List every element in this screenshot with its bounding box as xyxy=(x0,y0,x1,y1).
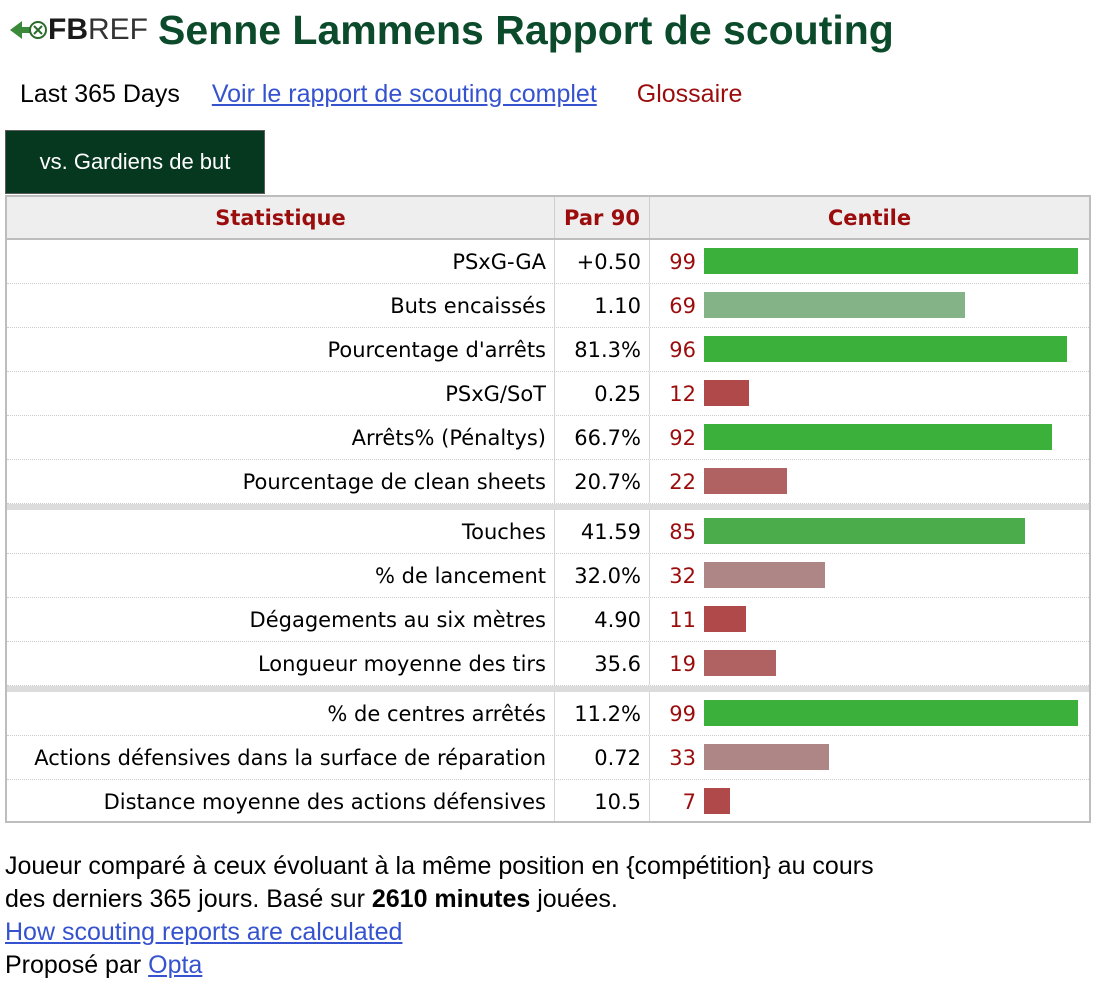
stat-name: Distance moyenne des actions défensives xyxy=(7,780,555,821)
column-header-percentile[interactable]: Centile xyxy=(827,205,912,230)
table-row: Buts encaissés 1.10 69 xyxy=(7,284,1089,328)
footer-line-2: des derniers 365 jours. Basé sur 2610 mi… xyxy=(5,883,1095,916)
percentile-bar xyxy=(704,650,776,676)
footer-line-4: Proposé par Opta xyxy=(5,949,1095,982)
stat-name: PSxG-GA xyxy=(7,240,555,283)
percentile-bar xyxy=(704,744,829,770)
how-calculated-link[interactable]: How scouting reports are calculated xyxy=(5,918,403,946)
stat-per90: 10.5 xyxy=(555,780,650,821)
stat-percentile: 12 xyxy=(669,381,696,406)
logo-fb-text: FB xyxy=(48,13,88,46)
table-row: Pourcentage d'arrêts 81.3% 96 xyxy=(7,328,1089,372)
percentile-bar xyxy=(704,700,1078,726)
stat-percentile: 92 xyxy=(669,425,696,450)
table-row: Dégagements au six mètres 4.90 11 xyxy=(7,598,1089,642)
stat-name: Buts encaissés xyxy=(7,284,555,327)
stat-name: Touches xyxy=(7,510,555,553)
column-header-statistic[interactable]: Statistique xyxy=(7,197,555,238)
tab-vs-goalkeepers[interactable]: vs. Gardiens de but xyxy=(5,130,265,194)
column-header-per90[interactable]: Par 90 xyxy=(555,197,650,238)
stat-percentile: 32 xyxy=(669,563,696,588)
table-row: PSxG/SoT 0.25 12 xyxy=(7,372,1089,416)
stat-name: % de lancement xyxy=(7,554,555,597)
table-row: % de lancement 32.0% 32 xyxy=(7,554,1089,598)
stat-per90: 20.7% xyxy=(555,460,650,503)
stat-per90: 81.3% xyxy=(555,328,650,371)
percentile-bar xyxy=(704,424,1052,450)
stat-percentile: 33 xyxy=(669,745,696,770)
stat-percentile: 99 xyxy=(669,249,696,274)
stat-per90: 41.59 xyxy=(555,510,650,553)
glossary-link[interactable]: Glossaire xyxy=(636,79,743,108)
percentile-bar xyxy=(704,336,1067,362)
opta-link[interactable]: Opta xyxy=(148,951,203,979)
table-row: Longueur moyenne des tirs 35.6 19 xyxy=(7,642,1089,686)
footer-line-1: Joueur comparé à ceux évoluant à la même… xyxy=(5,852,874,880)
period-label: Last 365 Days xyxy=(20,79,180,108)
percentile-bar xyxy=(704,380,749,406)
proposed-by-label: Proposé par xyxy=(5,951,149,979)
stat-per90: 66.7% xyxy=(555,416,650,459)
percentile-bar xyxy=(704,292,965,318)
group-separator xyxy=(7,504,1089,510)
stat-per90: 32.0% xyxy=(555,554,650,597)
fbref-logo-icon xyxy=(10,21,47,39)
footer-line-3: How scouting reports are calculated xyxy=(5,916,1095,949)
stat-percentile: 22 xyxy=(669,469,696,494)
stat-percentile: 11 xyxy=(669,607,696,632)
percentile-bar xyxy=(704,248,1078,274)
stat-name: Actions défensives dans la surface de ré… xyxy=(7,736,555,779)
table-row: Arrêts% (Pénaltys) 66.7% 92 xyxy=(7,416,1089,460)
stat-per90: 4.90 xyxy=(555,598,650,641)
stat-percentile: 99 xyxy=(669,701,696,726)
sub-navigation: Last 365 Days Voir le rapport de scoutin… xyxy=(20,74,742,114)
stat-per90: 0.25 xyxy=(555,372,650,415)
stat-name: % de centres arrêtés xyxy=(7,692,555,735)
stat-per90: 35.6 xyxy=(555,642,650,685)
stat-per90: 1.10 xyxy=(555,284,650,327)
footer-notes: Joueur comparé à ceux évoluant à la même… xyxy=(5,850,1095,982)
table-row: PSxG-GA +0.50 99 xyxy=(7,240,1089,284)
percentile-bar xyxy=(704,606,746,632)
stat-percentile: 85 xyxy=(669,519,696,544)
percentile-bar xyxy=(704,562,825,588)
stat-per90: 0.72 xyxy=(555,736,650,779)
minutes-played: 2610 minutes xyxy=(371,885,531,913)
stat-percentile: 96 xyxy=(669,337,696,362)
percentile-bar xyxy=(704,788,730,814)
group-separator xyxy=(7,686,1089,692)
table-row: % de centres arrêtés 11.2% 99 xyxy=(7,692,1089,736)
footer-line-2-end: jouées. xyxy=(530,885,618,913)
scouting-table: Statistique Par 90 Centile PSxG-GA +0.50 9… xyxy=(5,195,1091,823)
footer-line-2-start: des derniers 365 jours. Basé sur xyxy=(5,885,372,913)
percentile-bar xyxy=(704,518,1025,544)
page-title: Senne Lammens Rapport de scouting xyxy=(158,6,894,53)
table-header: Statistique Par 90 Centile xyxy=(7,197,1089,240)
table-row: Pourcentage de clean sheets 20.7% 22 xyxy=(7,460,1089,504)
stat-per90: 11.2% xyxy=(555,692,650,735)
stat-name: Arrêts% (Pénaltys) xyxy=(7,416,555,459)
table-row: Touches 41.59 85 xyxy=(7,510,1089,554)
fbref-logo[interactable]: FBREF xyxy=(8,10,148,50)
stat-percentile: 7 xyxy=(682,789,696,814)
stat-name: Pourcentage de clean sheets xyxy=(7,460,555,503)
stat-per90: +0.50 xyxy=(555,240,650,283)
stat-name: Dégagements au six mètres xyxy=(7,598,555,641)
percentile-bar xyxy=(704,468,787,494)
stat-name: Longueur moyenne des tirs xyxy=(7,642,555,685)
stat-name: Pourcentage d'arrêts xyxy=(7,328,555,371)
logo-ref-text: REF xyxy=(88,13,148,46)
full-report-link[interactable]: Voir le rapport de scouting complet xyxy=(211,79,597,108)
page-header: FBREF Senne Lammens Rapport de scouting xyxy=(8,2,894,58)
stat-percentile: 69 xyxy=(669,293,696,318)
table-row: Distance moyenne des actions défensives 1… xyxy=(7,780,1089,821)
stat-percentile: 19 xyxy=(669,651,696,676)
table-row: Actions défensives dans la surface de ré… xyxy=(7,736,1089,780)
stat-name: PSxG/SoT xyxy=(7,372,555,415)
